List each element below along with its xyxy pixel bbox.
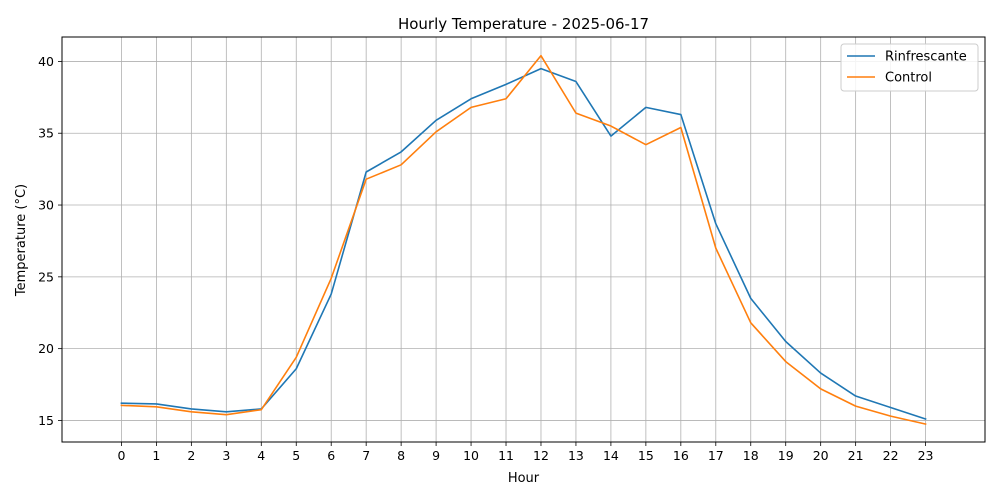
plot-frame xyxy=(61,36,986,443)
y-tick-label: 35 xyxy=(38,126,54,141)
x-tick-label: 15 xyxy=(638,448,654,463)
series-lines xyxy=(120,54,927,426)
y-axis-label: Temperature (°C) xyxy=(14,184,29,297)
chart-title: Hourly Temperature - 2025-06-17 xyxy=(398,15,649,33)
x-tick-label: 13 xyxy=(568,448,584,463)
y-tick-label: 20 xyxy=(38,341,54,356)
x-axis-label: Hour xyxy=(508,471,540,486)
series-line-control xyxy=(120,54,927,426)
y-tick-label: 15 xyxy=(38,413,54,428)
y-tick-label: 40 xyxy=(38,54,54,69)
x-tick-label: 11 xyxy=(498,448,514,463)
x-tick-label: 21 xyxy=(848,448,864,463)
x-tick-label: 19 xyxy=(778,448,794,463)
legend-entry-label: Control xyxy=(885,71,932,86)
legend-entry-label: Rinfrescante xyxy=(885,50,967,65)
x-tick-label: 6 xyxy=(327,448,335,463)
x-tick-label: 16 xyxy=(673,448,689,463)
y-axis-ticks: 15 20 25 30 35 40 xyxy=(38,54,62,428)
grid xyxy=(62,37,985,442)
x-tick-label: 5 xyxy=(292,448,300,463)
y-tick-label: 25 xyxy=(38,269,54,284)
x-tick-label: 3 xyxy=(222,448,230,463)
x-tick-label: 23 xyxy=(918,448,934,463)
x-tick-label: 17 xyxy=(708,448,724,463)
x-tick-label: 22 xyxy=(883,448,899,463)
x-tick-label: 2 xyxy=(187,448,195,463)
x-tick-label: 20 xyxy=(813,448,829,463)
x-tick-label: 4 xyxy=(257,448,265,463)
x-tick-label: 9 xyxy=(432,448,440,463)
x-tick-label: 7 xyxy=(362,448,370,463)
x-tick-label: 14 xyxy=(603,448,619,463)
x-tick-label: 18 xyxy=(743,448,759,463)
x-tick-label: 0 xyxy=(117,448,125,463)
x-tick-label: 1 xyxy=(152,448,160,463)
x-tick-label: 12 xyxy=(533,448,549,463)
legend: Rinfrescante Control xyxy=(840,43,979,92)
x-axis-ticks: 0 1 2 3 4 5 6 7 8 9 10 11 12 13 14 15 16 17 18 19 20 21 22 23 xyxy=(117,442,934,463)
y-tick-label: 30 xyxy=(38,198,54,213)
legend-box xyxy=(840,43,979,92)
x-tick-label: 10 xyxy=(463,448,479,463)
x-tick-label: 8 xyxy=(397,448,405,463)
